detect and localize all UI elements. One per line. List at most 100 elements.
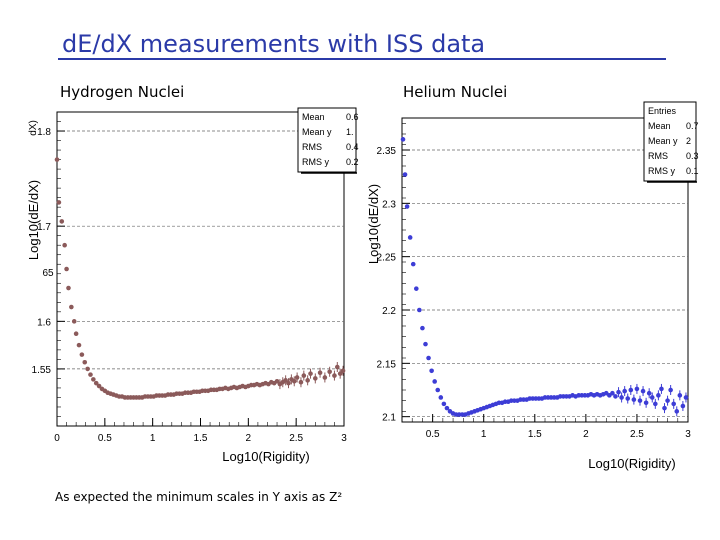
helium-data-point	[683, 395, 689, 400]
helium-stats-value: 0.3	[686, 151, 699, 161]
helium-y-tick-label: 2.1	[382, 413, 396, 424]
hydrogen-y-tick-label: 1.7	[37, 222, 51, 233]
hydrogen-x-tick-label: 0	[54, 433, 60, 444]
helium-data-point	[404, 204, 410, 209]
helium-data-point	[429, 368, 434, 374]
hydrogen-stats-box	[297, 107, 357, 173]
helium-y-tick-label: 2.15	[377, 359, 397, 370]
hydrogen-data-point	[73, 331, 79, 337]
hydrogen-data-point	[283, 378, 288, 383]
helium-data-point	[407, 235, 413, 240]
hydrogen-stats-label: RMS y	[302, 157, 330, 167]
helium-data-point	[441, 401, 447, 407]
helium-data-point	[426, 355, 431, 361]
hydrogen-data-point	[291, 378, 297, 384]
helium-stats-value: 0.1	[686, 166, 699, 176]
helium-x-tick-label: 1.5	[528, 429, 542, 440]
helium-stats-box	[643, 101, 697, 182]
helium-subtitle: Helium Nuclei	[403, 83, 508, 101]
helium-data-point	[625, 396, 631, 401]
helium-data-point	[400, 137, 406, 142]
footnote: As expected the minimum scales in Y axis…	[55, 490, 343, 504]
hydrogen-data-point	[274, 378, 280, 384]
hydrogen-stats-value: 0.2	[346, 157, 359, 167]
helium-data-point	[668, 387, 673, 393]
helium-y-tick-label: 2.35	[377, 146, 397, 157]
hydrogen-data-point	[294, 375, 300, 380]
hydrogen-data-point	[59, 219, 65, 224]
hydrogen-data-point	[76, 342, 82, 348]
helium-data-point	[622, 388, 627, 394]
helium-data-point	[616, 389, 621, 395]
hydrogen-data-point	[64, 266, 69, 272]
hydrogen-data-point	[286, 380, 291, 386]
helium-data-point	[653, 401, 658, 407]
helium-data-point	[640, 388, 646, 394]
hydrogen-data-point	[79, 352, 85, 357]
helium-x-tick-label: 3	[685, 429, 691, 440]
hydrogen-data-point	[54, 157, 60, 162]
hydrogen-data-point	[305, 378, 310, 383]
hydrogen-data-point	[301, 373, 307, 378]
helium-data-point	[435, 387, 441, 393]
hydrogen-y-axis-label: Log10(dE/dX)	[26, 180, 41, 260]
helium-y-tick-label: 2.3	[382, 199, 396, 210]
hydrogen-data-point	[93, 380, 99, 386]
helium-data-point	[674, 409, 680, 414]
helium-data-point	[637, 398, 643, 403]
helium-data-point	[414, 286, 419, 291]
hydrogen-y-tick-label: 1.6	[37, 317, 51, 328]
hydrogen-data-point	[88, 372, 93, 377]
hydrogen-x-tick-label: 2	[246, 433, 252, 444]
hydrogen-stats-label: RMS	[302, 142, 322, 152]
helium-data-point	[438, 395, 444, 400]
hydrogen-stats-label: Mean	[302, 112, 325, 122]
helium-stats-label: RMS	[648, 151, 668, 161]
hydrogen-data-point	[96, 383, 102, 389]
helium-x-tick-label: 0.5	[426, 429, 440, 440]
helium-data-point	[671, 401, 676, 407]
hydrogen-x-tick-label: 2.5	[289, 433, 303, 444]
hydrogen-x-axis-label: Log10(Rigidity)	[222, 449, 309, 464]
helium-data-point	[631, 397, 637, 402]
hydrogen-data-point	[322, 375, 328, 380]
hydrogen-x-tick-label: 1.5	[194, 433, 208, 444]
hydrogen-y-label-fragment-mid: 65	[42, 268, 54, 279]
hydrogen-data-point	[317, 370, 323, 376]
hydrogen-x-tick-label: 3	[341, 433, 347, 444]
helium-stats-label: Mean y	[648, 136, 678, 146]
hydrogen-data-point	[327, 369, 332, 375]
helium-x-tick-label: 1	[481, 429, 487, 440]
hydrogen-stats-value: 0.6	[346, 112, 359, 122]
hydrogen-data-point	[69, 304, 74, 310]
hydrogen-data-point	[313, 376, 318, 381]
helium-data-point	[610, 390, 615, 396]
hydrogen-data-point	[91, 377, 96, 382]
helium-data-point	[417, 307, 422, 313]
helium-y-axis-label: Log10(dE/dX)	[366, 184, 381, 264]
helium-data-point	[634, 386, 640, 392]
helium-stats-value: 0.7	[686, 121, 699, 131]
helium-x-axis-label: Log10(Rigidity)	[588, 456, 675, 471]
helium-data-point	[613, 394, 618, 399]
hydrogen-data-point	[308, 371, 313, 376]
helium-y-tick-label: 2.25	[377, 253, 397, 264]
helium-stats-value: 2	[686, 136, 691, 146]
helium-data-point	[677, 393, 683, 398]
hydrogen-x-tick-label: 0.5	[98, 433, 112, 444]
helium-data-point	[410, 261, 416, 267]
hydrogen-data-point	[298, 379, 304, 385]
hydrogen-data-point	[337, 371, 343, 376]
hydrogen-x-tick-label: 1	[150, 433, 156, 444]
helium-data-point	[646, 390, 652, 396]
helium-stats-label: Entries	[648, 106, 677, 116]
helium-stats-label: Mean	[648, 121, 671, 131]
helium-data-point	[444, 405, 450, 411]
helium-stats-label: RMS y	[648, 166, 676, 176]
helium-data-point	[649, 395, 655, 400]
hydrogen-y-tick-label: 1.55	[32, 365, 52, 376]
hydrogen-y-tick-label: 1.8	[37, 127, 51, 138]
hydrogen-stats-label: Mean y	[302, 127, 332, 137]
hydrogen-data-point	[62, 242, 67, 248]
